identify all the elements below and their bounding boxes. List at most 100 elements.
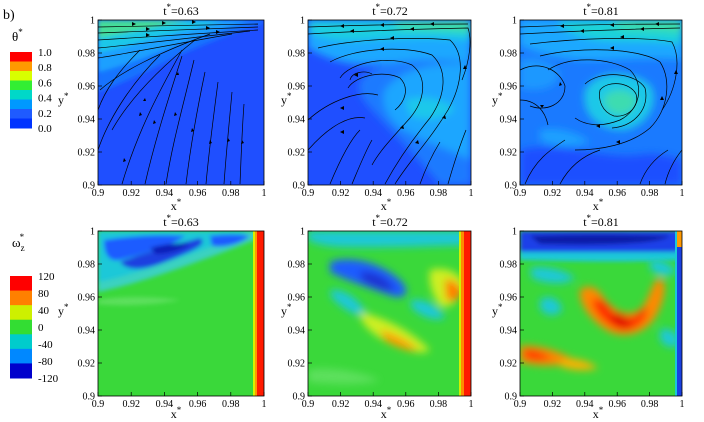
- x-axis-label-p2: x*: [593, 197, 604, 213]
- y-axis-label-p1: y*: [281, 91, 292, 107]
- colorbar-swatch: [10, 363, 32, 379]
- x-tick-label: 0.98: [641, 188, 659, 199]
- theta-panel-t081: t*=0.81 0.9 0.92 0.94 0.96 0.98 1 10.980.960.…: [492, 2, 685, 213]
- y-axis-label-p4: y*: [281, 302, 292, 318]
- y-axis-label-p5: y*: [492, 302, 503, 318]
- x-tick-label: 0.96: [397, 188, 415, 199]
- y-tick-label: 0.96: [78, 293, 96, 304]
- y-tick-label: 0.98: [500, 260, 518, 271]
- x-ticks-p5: 0.9 0.92 0.94 0.96 0.98 1: [514, 392, 685, 410]
- y-tick-label: 0.98: [500, 49, 518, 60]
- colorbar-tick-label: 80: [38, 288, 50, 300]
- colorbar-swatch: [10, 290, 32, 306]
- x-tick-label: 0.96: [608, 188, 626, 199]
- panel-title-t081-bottom: t*=0.81: [583, 213, 619, 229]
- theta-panel-t072: t*=0.72 0.9 0.92 0.94 0.96 0.98 1 1 0.98 0.96 0.…: [281, 2, 474, 213]
- panel-title-t081-top: t*=0.81: [583, 2, 619, 18]
- colorbar-swatch: [10, 109, 32, 119]
- x-tick-label: 0.92: [122, 188, 140, 199]
- y-ticks-p0: 1 0.98 0.96 0.94 0.92 0.9: [78, 16, 102, 192]
- y-tick-label: 0.96: [500, 82, 518, 93]
- colorbar-tick-label: 0.2: [38, 108, 52, 120]
- y-tick-label: 0.98: [288, 260, 306, 271]
- panel-label: b): [3, 8, 15, 23]
- colorbar-tick-label: 0: [38, 322, 44, 334]
- x-tick-label: 0.94: [576, 188, 594, 199]
- colorbar-swatch: [10, 90, 32, 100]
- x-tick-label: 0.98: [641, 399, 659, 410]
- x-tick-label: 1: [469, 399, 474, 410]
- colorbar-tick-label: 0.6: [38, 77, 52, 89]
- x-tick-label: 0.92: [332, 188, 350, 199]
- x-ticks-p1: 0.9 0.92 0.94 0.96 0.98 1: [302, 181, 474, 199]
- x-tick-label: 1: [262, 399, 267, 410]
- x-tick-label: 0.92: [544, 399, 562, 410]
- y-tick-label: 0.94: [288, 326, 306, 337]
- x-tick-label: 0.96: [608, 399, 626, 410]
- y-tick-label: 0.92: [288, 148, 306, 159]
- y-tick-label: 0.92: [500, 359, 518, 370]
- x-tick-label: 0.9: [514, 188, 527, 199]
- y-ticks-p4: 1 0.98 0.96 0.94 0.92 0.9: [288, 227, 312, 403]
- y-tick-label: 1: [512, 16, 517, 27]
- x-tick-label: 0.94: [576, 399, 594, 410]
- colorbar-tick-label: 40: [38, 305, 50, 317]
- theta-colorbar: θ* 1.0 0.8 0.6 0.4 0.2 0.0: [10, 27, 52, 135]
- x-tick-label: 0.92: [332, 399, 350, 410]
- y-ticks-p3: 1 0.98 0.96 0.94 0.92 0.9: [78, 227, 102, 403]
- y-ticks-p1: 1 0.98 0.96 0.94 0.92 0.9: [288, 16, 312, 192]
- vorticity-panel-t081: t*=0.81 0.9 0.92 0.94 0.96 0.98 1 10.980.960.…: [492, 213, 685, 421]
- y-tick-label: 0.92: [78, 148, 96, 159]
- y-tick-label: 1: [300, 227, 305, 238]
- vorticity-panel-t072: t*=0.72 0.9 0.92 0.94 0.96 0.98 1 10.980.960.…: [281, 213, 474, 421]
- x-tick-label: 1: [680, 399, 685, 410]
- y-tick-label: 0.94: [78, 326, 96, 337]
- y-tick-label: 0.98: [288, 49, 306, 60]
- x-tick-label: 0.98: [430, 188, 448, 199]
- y-ticks-p5: 1 0.98 0.96 0.94 0.92 0.9: [500, 227, 524, 403]
- panel-title-t063-bottom: t*=0.63: [163, 213, 199, 229]
- x-tick-label: 0.94: [364, 399, 382, 410]
- theta-field-t081: [520, 20, 682, 185]
- y-ticks-p2: 1 0.98 0.96 0.94 0.92 0.9: [500, 16, 524, 192]
- colorbar-tick-label: -40: [38, 339, 53, 351]
- y-tick-label: 1: [90, 16, 95, 27]
- colorbar-tick-label: 0.0: [38, 123, 52, 135]
- colorbar-swatch: [10, 99, 32, 110]
- x-tick-label: 0.94: [364, 188, 382, 199]
- y-tick-label: 0.9: [83, 392, 96, 403]
- y-tick-label: 0.9: [293, 181, 306, 192]
- vorticity-field-t081: [520, 231, 682, 396]
- colorbar-swatch: [10, 61, 32, 72]
- y-tick-label: 0.94: [500, 115, 518, 126]
- y-tick-label: 1: [90, 227, 95, 238]
- colorbar-swatch: [10, 348, 32, 364]
- x-tick-label: 0.9: [302, 188, 315, 199]
- y-tick-label: 0.96: [500, 293, 518, 304]
- x-ticks-p2: 0.9 0.92 0.94 0.96 0.98 1: [514, 181, 685, 199]
- vorticity-colorbar-swatches: [10, 276, 32, 379]
- y-tick-label: 0.96: [288, 293, 306, 304]
- x-tick-label: 0.9: [92, 399, 105, 410]
- vorticity-panel-t063: t*=0.63 0.9 0.92 0.94 0.96 0.98 1 10.980.960.…: [58, 213, 267, 421]
- theta-field-t072: [308, 20, 471, 185]
- x-tick-label: 1: [680, 188, 685, 199]
- x-ticks-p4: 0.9 0.92 0.94 0.96 0.98 1: [302, 392, 474, 410]
- y-tick-label: 0.9: [505, 392, 518, 403]
- x-axis-label-p0: x*: [171, 197, 182, 213]
- colorbar-tick-label: -80: [38, 356, 53, 368]
- vorticity-field-t072: [308, 231, 471, 396]
- y-tick-label: 0.94: [288, 115, 306, 126]
- x-tick-label: 0.96: [189, 399, 207, 410]
- theta-colorbar-ticks: 1.0 0.8 0.6 0.4 0.2 0.0: [38, 47, 52, 135]
- y-tick-label: 1: [300, 16, 305, 27]
- x-axis-label-p4: x*: [381, 405, 392, 421]
- theta-panel-t063: t*=0.63 0.9 0.92 0.94 0.96 0.98 1 10.980.960.…: [58, 2, 267, 213]
- y-tick-label: 0.96: [288, 82, 306, 93]
- x-tick-label: 0.92: [544, 188, 562, 199]
- panel-title-t072-top: t*=0.72: [372, 2, 408, 18]
- theta-colorbar-swatches: [10, 52, 32, 129]
- x-tick-label: 0.94: [156, 188, 174, 199]
- colorbar-swatch: [10, 305, 32, 321]
